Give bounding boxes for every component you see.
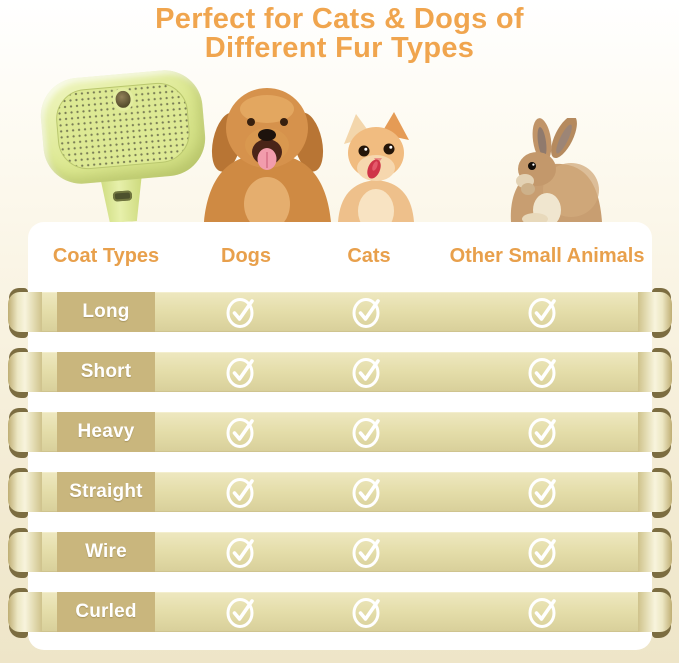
brush-release-button xyxy=(112,190,133,202)
check-icon xyxy=(226,598,254,628)
table-row-straight: Straight xyxy=(8,468,672,518)
row-label: Heavy xyxy=(57,412,155,452)
check-icon xyxy=(528,418,556,448)
row-label: Curled xyxy=(57,592,155,632)
column-header-other-small-animals: Other Small Animals xyxy=(449,245,645,267)
table-row-wire: Wire xyxy=(8,528,672,578)
check-icon xyxy=(226,298,254,328)
column-header-dogs: Dogs xyxy=(221,245,271,267)
table-row-short: Short xyxy=(8,348,672,398)
check-icon xyxy=(226,418,254,448)
check-icon xyxy=(226,358,254,388)
check-icon xyxy=(528,598,556,628)
page-title-line-1: Perfect for Cats & Dogs of xyxy=(155,3,524,35)
table-row-heavy: Heavy xyxy=(8,408,672,458)
check-icon xyxy=(352,418,380,448)
row-label: Short xyxy=(57,352,155,392)
brush-image xyxy=(36,67,214,222)
table-row-long: Long xyxy=(8,288,672,338)
row-label: Straight xyxy=(57,472,155,512)
table-row-curled: Curled xyxy=(8,588,672,638)
ribbon-curl-left xyxy=(8,528,42,578)
dog-image xyxy=(204,88,331,222)
brush-head xyxy=(37,67,209,187)
ribbon-curl-right xyxy=(638,468,672,518)
row-label: Wire xyxy=(57,532,155,572)
cat-image xyxy=(338,112,414,222)
check-icon xyxy=(352,598,380,628)
ribbon-curl-left xyxy=(8,288,42,338)
ribbon-curl-right xyxy=(638,288,672,338)
column-header-coat-types: Coat Types xyxy=(52,245,160,267)
rabbit-image xyxy=(510,118,602,222)
check-icon xyxy=(528,538,556,568)
check-icon xyxy=(528,358,556,388)
check-icon xyxy=(352,538,380,568)
ribbon-curl-left xyxy=(8,588,42,638)
check-icon xyxy=(352,358,380,388)
ribbon-curl-left xyxy=(8,468,42,518)
check-icon xyxy=(226,538,254,568)
page-title: Perfect for Cats & Dogs of Different Fur… xyxy=(0,5,679,63)
page-title-line-2: Different Fur Types xyxy=(204,32,475,64)
check-icon xyxy=(226,478,254,508)
ribbon-curl-right xyxy=(638,528,672,578)
row-label: Long xyxy=(57,292,155,332)
check-icon xyxy=(528,478,556,508)
check-icon xyxy=(352,478,380,508)
ribbon-curl-right xyxy=(638,408,672,458)
column-header-cats: Cats xyxy=(347,245,391,267)
check-icon xyxy=(352,298,380,328)
ribbon-curl-left xyxy=(8,348,42,398)
check-icon xyxy=(528,298,556,328)
ribbon-curl-left xyxy=(8,408,42,458)
ribbon-curl-right xyxy=(638,588,672,638)
ribbon-curl-right xyxy=(638,348,672,398)
